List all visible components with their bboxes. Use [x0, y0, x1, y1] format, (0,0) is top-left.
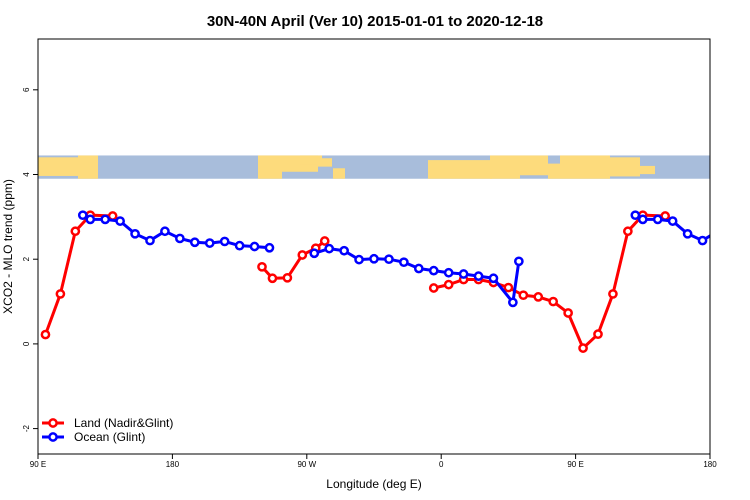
y-tick-label: 6: [22, 87, 31, 92]
data-point: [667, 216, 678, 226]
data-point: [608, 289, 618, 299]
x-tick-label: 0: [439, 460, 444, 469]
data-point: [369, 253, 379, 264]
data-point: [428, 265, 439, 276]
map-land-patch: [548, 163, 560, 179]
data-point: [282, 272, 293, 283]
data-point: [267, 273, 278, 284]
map-land-patch: [333, 168, 345, 179]
data-point: [697, 235, 708, 246]
data-point: [563, 308, 573, 318]
data-point: [714, 228, 721, 235]
legend-marker: [48, 432, 58, 442]
data-point: [115, 216, 125, 226]
chart-title: 30N-40N April (Ver 10) 2015-01-01 to 202…: [207, 13, 543, 30]
data-point: [70, 226, 81, 237]
data-point: [354, 254, 364, 265]
x-axis-label: Longitude (deg E): [326, 477, 421, 491]
series-line: [312, 247, 521, 304]
data-point: [488, 273, 499, 284]
legend-label: Ocean (Glint): [74, 430, 145, 444]
data-point: [297, 250, 308, 260]
data-point: [630, 210, 641, 221]
data-point: [623, 226, 633, 237]
series-line: [432, 213, 667, 350]
data-point: [473, 271, 484, 281]
data-point: [682, 228, 693, 239]
data-point: [204, 238, 215, 248]
data-point: [384, 254, 394, 265]
map-land-patch: [318, 158, 332, 167]
map-land-patch: [78, 155, 98, 179]
y-tick-label: 4: [22, 172, 31, 177]
data-point: [130, 228, 140, 239]
data-point: [533, 292, 544, 302]
series-ocean: [77, 210, 721, 308]
data-point: [548, 296, 559, 307]
data-point: [85, 214, 96, 225]
x-tick-label: 90 E: [30, 460, 46, 469]
data-point: [189, 237, 200, 248]
data-point: [175, 233, 185, 244]
x-tick-label: 180: [703, 460, 717, 469]
data-point: [249, 241, 260, 252]
data-point: [578, 343, 588, 353]
data-point: [637, 214, 648, 225]
data-point: [652, 214, 663, 225]
map-land-patch: [300, 155, 322, 165]
data-point: [593, 329, 603, 340]
data-point: [234, 240, 245, 251]
data-point: [100, 214, 111, 225]
map-land-patch: [38, 157, 80, 176]
series-layer: [40, 210, 721, 353]
data-point: [55, 289, 66, 299]
data-point: [443, 267, 454, 278]
data-point: [264, 242, 275, 253]
map-land-patch: [520, 155, 548, 176]
data-point: [219, 236, 230, 247]
data-point: [324, 243, 335, 254]
data-point: [514, 256, 524, 267]
map-land-patch: [258, 155, 282, 179]
legend: Land (Nadir&Glint)Ocean (Glint): [42, 416, 173, 444]
world-map-strip: [38, 155, 710, 179]
data-point: [399, 257, 409, 268]
data-point: [160, 226, 170, 237]
data-point: [257, 261, 267, 272]
data-point: [508, 297, 518, 308]
data-point: [503, 282, 514, 293]
data-point: [428, 283, 439, 293]
map-land-patch: [490, 155, 520, 179]
map-land-patch: [560, 155, 610, 179]
y-tick-label: 2: [22, 256, 31, 261]
data-point: [413, 263, 424, 274]
data-point: [443, 279, 454, 290]
data-point: [145, 235, 155, 246]
y-axis: -2 0 2 4 6: [22, 87, 38, 432]
legend-label: Land (Nadir&Glint): [74, 416, 173, 430]
y-tick-label: 0: [22, 341, 31, 346]
data-point: [339, 245, 349, 256]
data-point: [309, 248, 320, 259]
legend-marker: [48, 418, 58, 428]
map-land-patch: [428, 160, 492, 179]
y-axis-label: XCO2 - MLO trend (ppm): [1, 179, 15, 314]
data-point: [319, 236, 330, 246]
data-point: [40, 329, 51, 340]
x-tick-label: 90 E: [567, 460, 583, 469]
y-tick-label: -2: [22, 424, 31, 432]
map-land-patch: [640, 165, 655, 175]
map-land-patch: [610, 157, 640, 177]
plot-frame: [37, 38, 711, 455]
x-axis: 90 E 180 90 W 0 90 E 180: [30, 454, 717, 469]
data-point: [518, 290, 529, 301]
data-point: [77, 210, 88, 221]
x-tick-label: 90 W: [297, 460, 316, 469]
x-tick-label: 180: [166, 460, 180, 469]
data-point: [458, 269, 469, 279]
